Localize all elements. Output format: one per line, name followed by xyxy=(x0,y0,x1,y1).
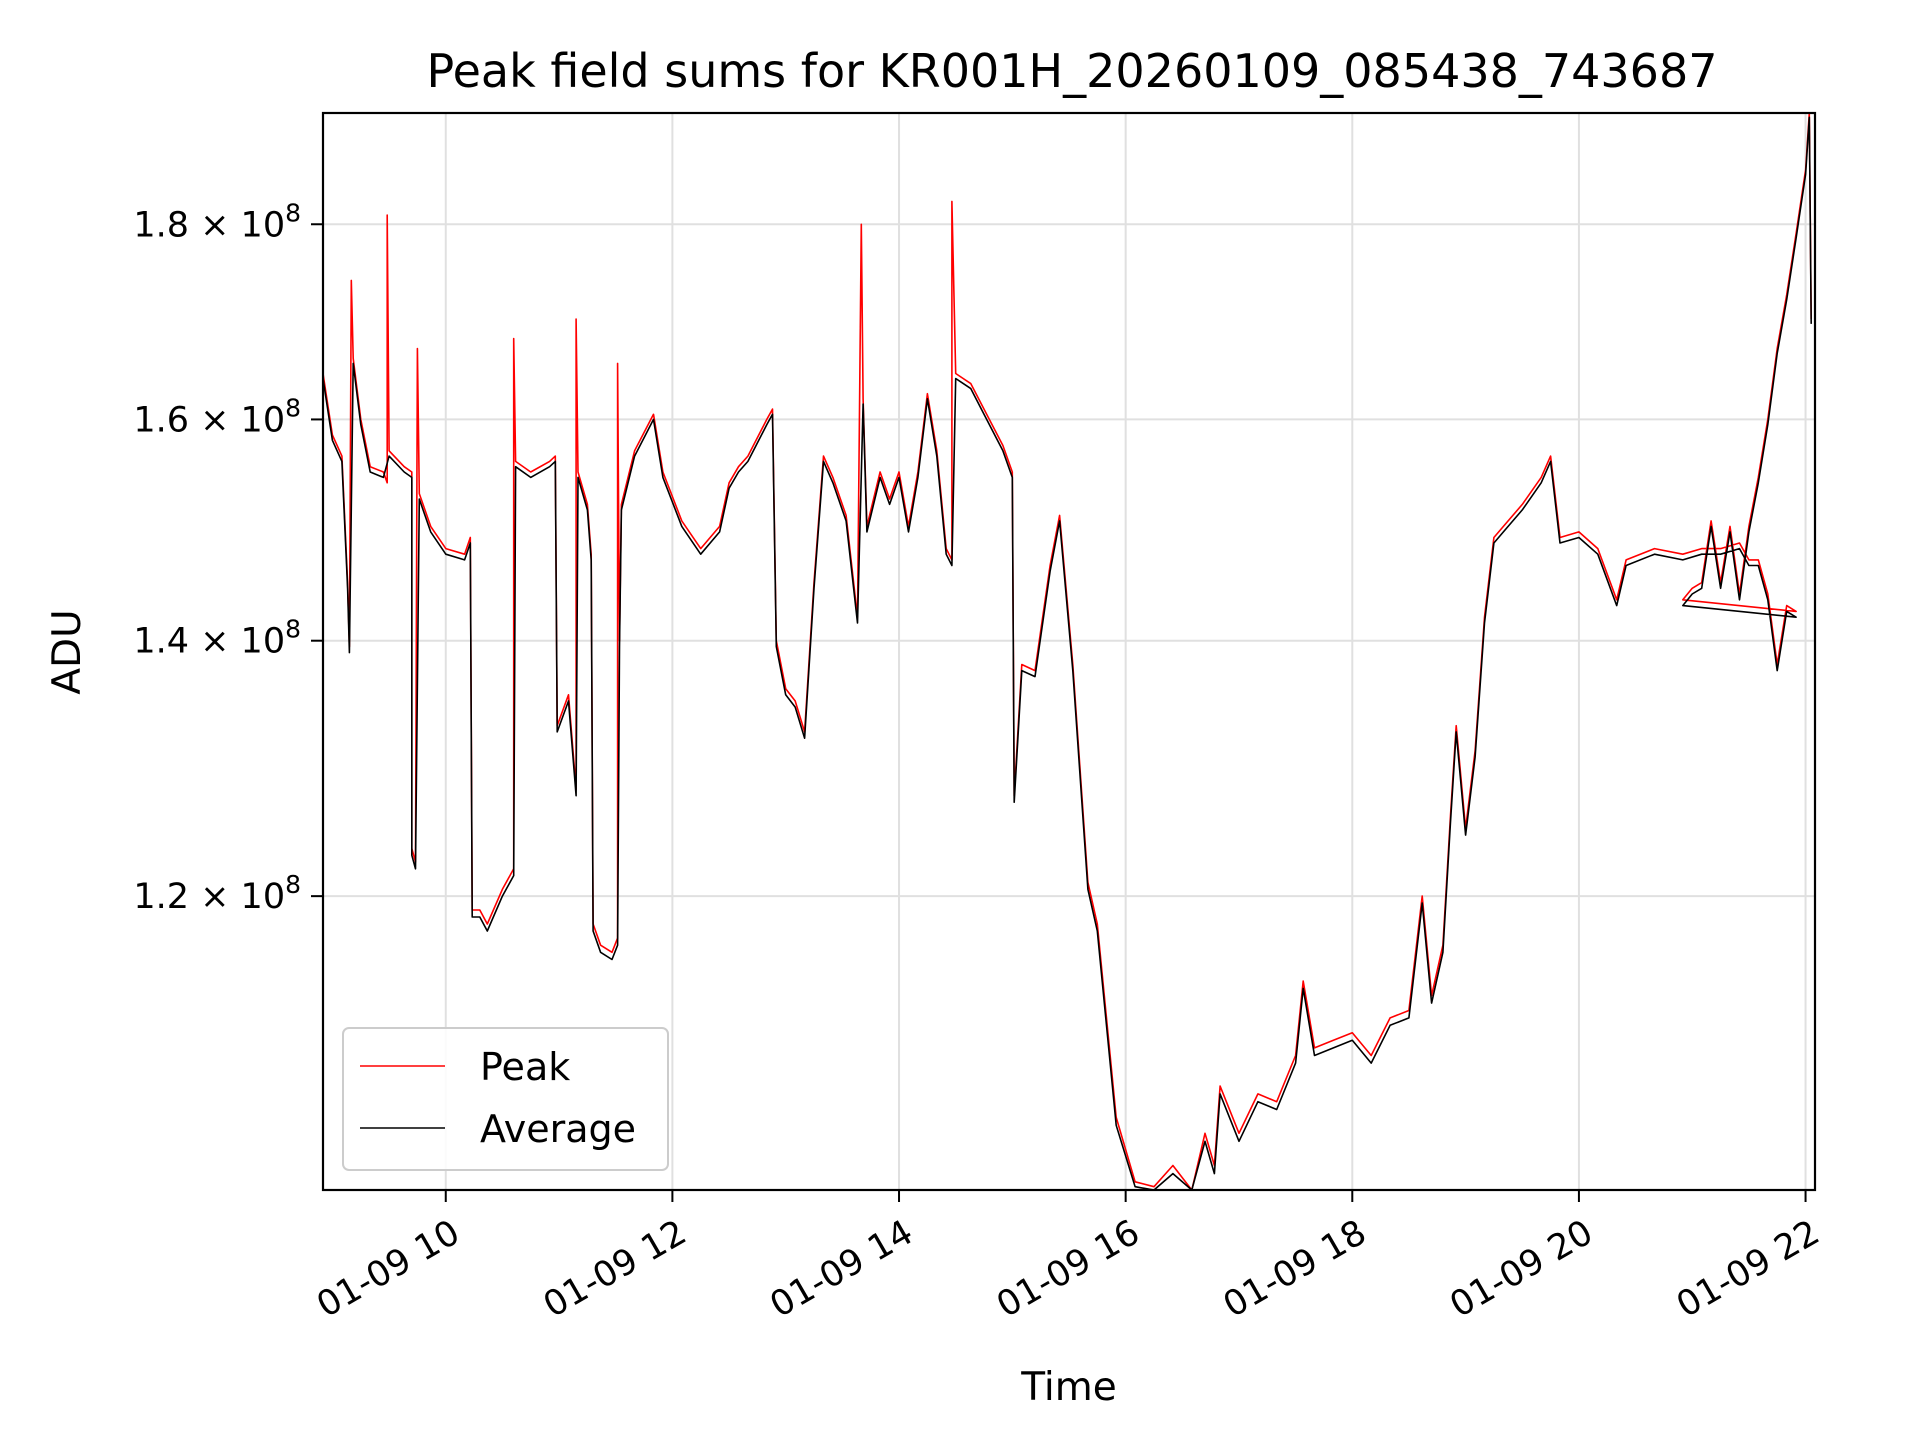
y-tick-label: 1.6 × 108 xyxy=(133,393,301,440)
series-line-average xyxy=(322,116,1812,1191)
y-tick-label: 1.4 × 108 xyxy=(133,615,301,662)
series-layer xyxy=(322,112,1812,1191)
x-axis-label: Time xyxy=(1020,1365,1116,1410)
legend: Peak Average xyxy=(342,1027,669,1171)
legend-label-peak: Peak xyxy=(480,1045,570,1089)
legend-box xyxy=(342,1027,669,1171)
y-axis: 1.2 × 108 1.4 × 108 1.6 × 108 1.8 × 108 xyxy=(133,198,323,917)
grid xyxy=(323,113,1815,1190)
y-tick-label: 1.2 × 108 xyxy=(133,870,301,917)
y-tick-label: 1.8 × 108 xyxy=(133,198,301,245)
legend-label-average: Average xyxy=(480,1107,636,1151)
chart-title: Peak field sums for KR001H_20260109_0854… xyxy=(427,44,1718,98)
y-axis-label: ADU xyxy=(45,609,90,694)
plot-frame xyxy=(321,111,1817,1192)
